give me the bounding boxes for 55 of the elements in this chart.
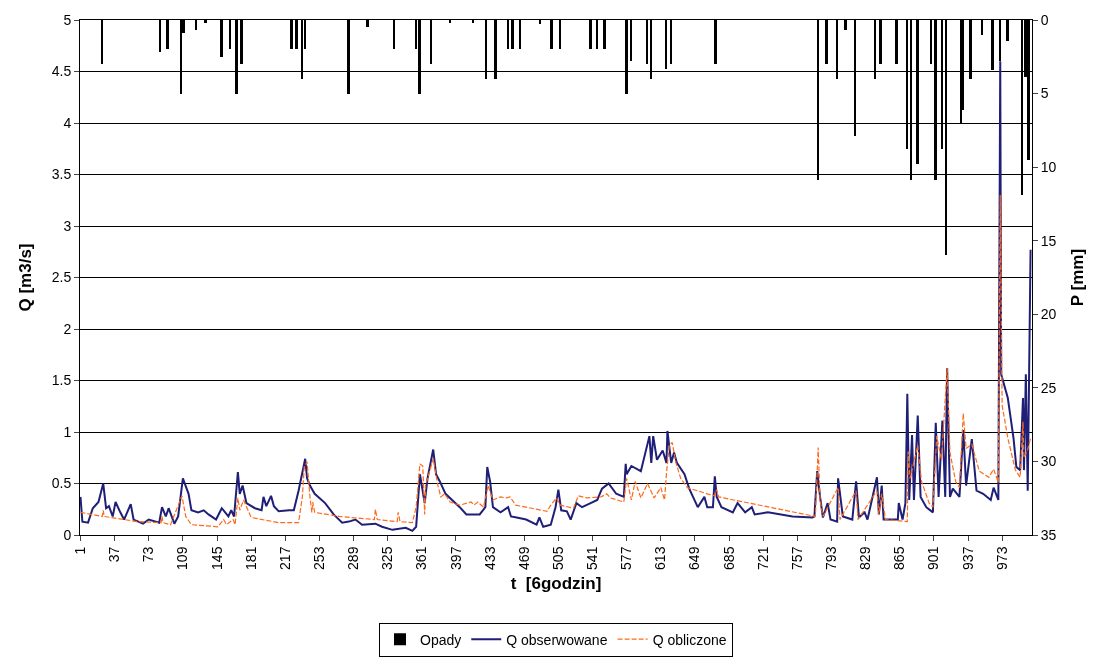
y-tick-label: 4.5: [51, 63, 72, 80]
y2-tick-label: 30: [1040, 453, 1057, 470]
y2-axis-title: P [mm]: [1067, 248, 1087, 307]
x-tick-label: 325: [379, 546, 396, 570]
y-tick-label: 1.5: [51, 372, 72, 389]
y-tick-label: 2: [63, 320, 72, 337]
line-series: [80, 194, 1032, 528]
y-tick-label: 3: [63, 217, 72, 234]
x-tick-label: 721: [754, 546, 771, 570]
legend-label: Opady: [420, 631, 462, 648]
y2-tick-label: 20: [1040, 306, 1057, 323]
y-tick-label: 0.5: [51, 475, 72, 492]
x-tick-label: 649: [686, 546, 703, 570]
line-series: [80, 60, 1032, 532]
x-tick-label: 613: [652, 546, 669, 570]
legend-label: Q obserwowane: [506, 631, 608, 648]
x-tick-label: 253: [310, 546, 327, 570]
x-tick-label: 361: [413, 546, 430, 570]
x-tick-label: 469: [515, 546, 532, 570]
x-tick-label: 1: [72, 546, 89, 555]
legend-label: Q obliczone: [652, 631, 727, 648]
y2-tick-label: 35: [1040, 526, 1057, 543]
x-tick-label: 937: [959, 546, 976, 570]
y-tick-label: 4: [63, 114, 72, 131]
y2-tick-label: 25: [1040, 379, 1057, 396]
y-tick-label: 1: [63, 423, 72, 440]
y2-tick-label: 0: [1040, 11, 1049, 28]
x-tick-label: 901: [925, 546, 942, 570]
x-tick-label: 217: [276, 546, 293, 570]
y-tick-label: 3.5: [51, 166, 72, 183]
x-tick-label: 685: [720, 546, 737, 570]
x-tick-label: 37: [106, 546, 123, 563]
x-tick-label: 577: [618, 546, 635, 570]
y2-tick-label: 15: [1040, 232, 1057, 249]
y-tick-label: 5: [63, 11, 72, 28]
x-tick-label: 181: [242, 546, 259, 570]
x-tick-label: 505: [549, 546, 566, 570]
y2-tick-label: 5: [1040, 85, 1049, 102]
x-tick-label: 973: [993, 546, 1010, 570]
x-tick-label: 793: [823, 546, 839, 570]
x-tick-label: 541: [584, 546, 601, 570]
x-tick-label: 145: [208, 546, 225, 570]
x-axis-title: t [6godzin]: [510, 574, 602, 594]
x-tick-label: 289: [345, 546, 362, 570]
y-tick-label: 2.5: [51, 269, 72, 286]
x-tick-label: 73: [140, 546, 157, 563]
x-tick-label: 829: [857, 546, 874, 570]
x-tick-label: 397: [447, 546, 464, 570]
y2-tick-label: 10: [1040, 159, 1057, 176]
y-tick-label: 0: [63, 526, 72, 543]
x-tick-label: 433: [481, 546, 498, 570]
x-tick-label: 109: [174, 546, 191, 570]
x-tick-label: 757: [788, 546, 805, 570]
x-tick-label: 865: [891, 546, 908, 570]
y-axis-title: Q [m3/s]: [16, 243, 36, 312]
